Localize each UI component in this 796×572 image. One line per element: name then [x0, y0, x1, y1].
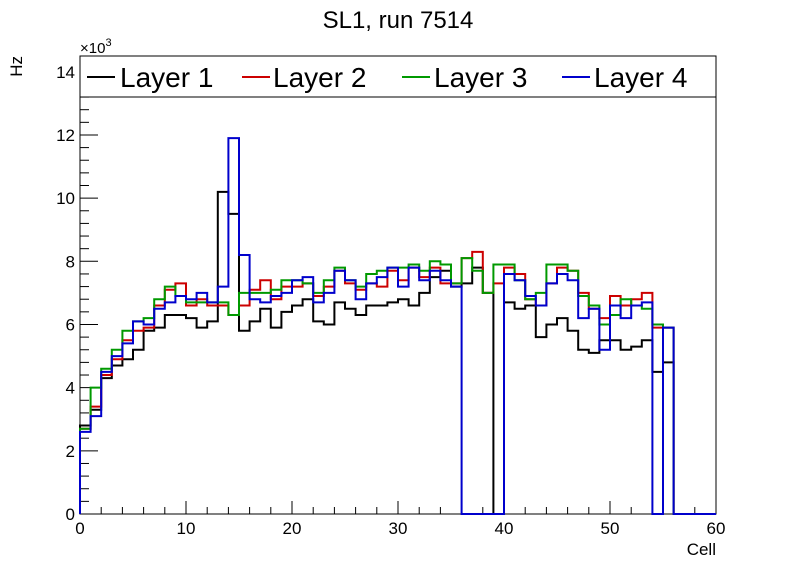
x-tick-label: 60 [707, 519, 726, 538]
x-axis-label: Cell [687, 540, 716, 559]
y-tick-label: 6 [66, 315, 75, 334]
x-tick-label: 10 [177, 519, 196, 538]
histogram-series [79, 137, 716, 515]
legend-label-layer-4: Layer 4 [594, 62, 687, 93]
x-tick-label: 20 [283, 519, 302, 538]
x-tick-label: 0 [75, 519, 84, 538]
y-tick-labels: 0 2 4 6 8 10 12 14 [56, 63, 75, 524]
legend-label-layer-1: Layer 1 [120, 62, 213, 93]
y-tick-label: 12 [56, 126, 75, 145]
series-line-layer-1 [79, 190, 716, 515]
y-tick-label: 0 [66, 505, 75, 524]
legend-label-layer-3: Layer 3 [434, 62, 527, 93]
legend-box [79, 55, 717, 98]
y-tick-label: 10 [56, 189, 75, 208]
x-tick-label: 50 [601, 519, 620, 538]
x-tick-label: 40 [495, 519, 514, 538]
series-line-layer-4 [79, 137, 716, 515]
y-multiplier-exponent: 3 [105, 37, 111, 49]
chart-title: SL1, run 7514 [323, 7, 474, 34]
x-tick-labels: 0 10 20 30 40 50 60 [75, 519, 725, 538]
y-axis-label: Hz [7, 56, 26, 77]
legend: Layer 1 Layer 2 Layer 3 Layer 4 [79, 55, 717, 98]
x-tick-label: 30 [389, 519, 408, 538]
y-multiplier-base: ×10 [80, 40, 105, 57]
y-tick-label: 8 [66, 252, 75, 271]
legend-label-layer-2: Layer 2 [273, 62, 366, 93]
y-tick-label: 14 [56, 63, 75, 82]
y-tick-label: 2 [66, 442, 75, 461]
y-multiplier: ×103 [80, 37, 112, 57]
y-tick-label: 4 [66, 379, 75, 398]
